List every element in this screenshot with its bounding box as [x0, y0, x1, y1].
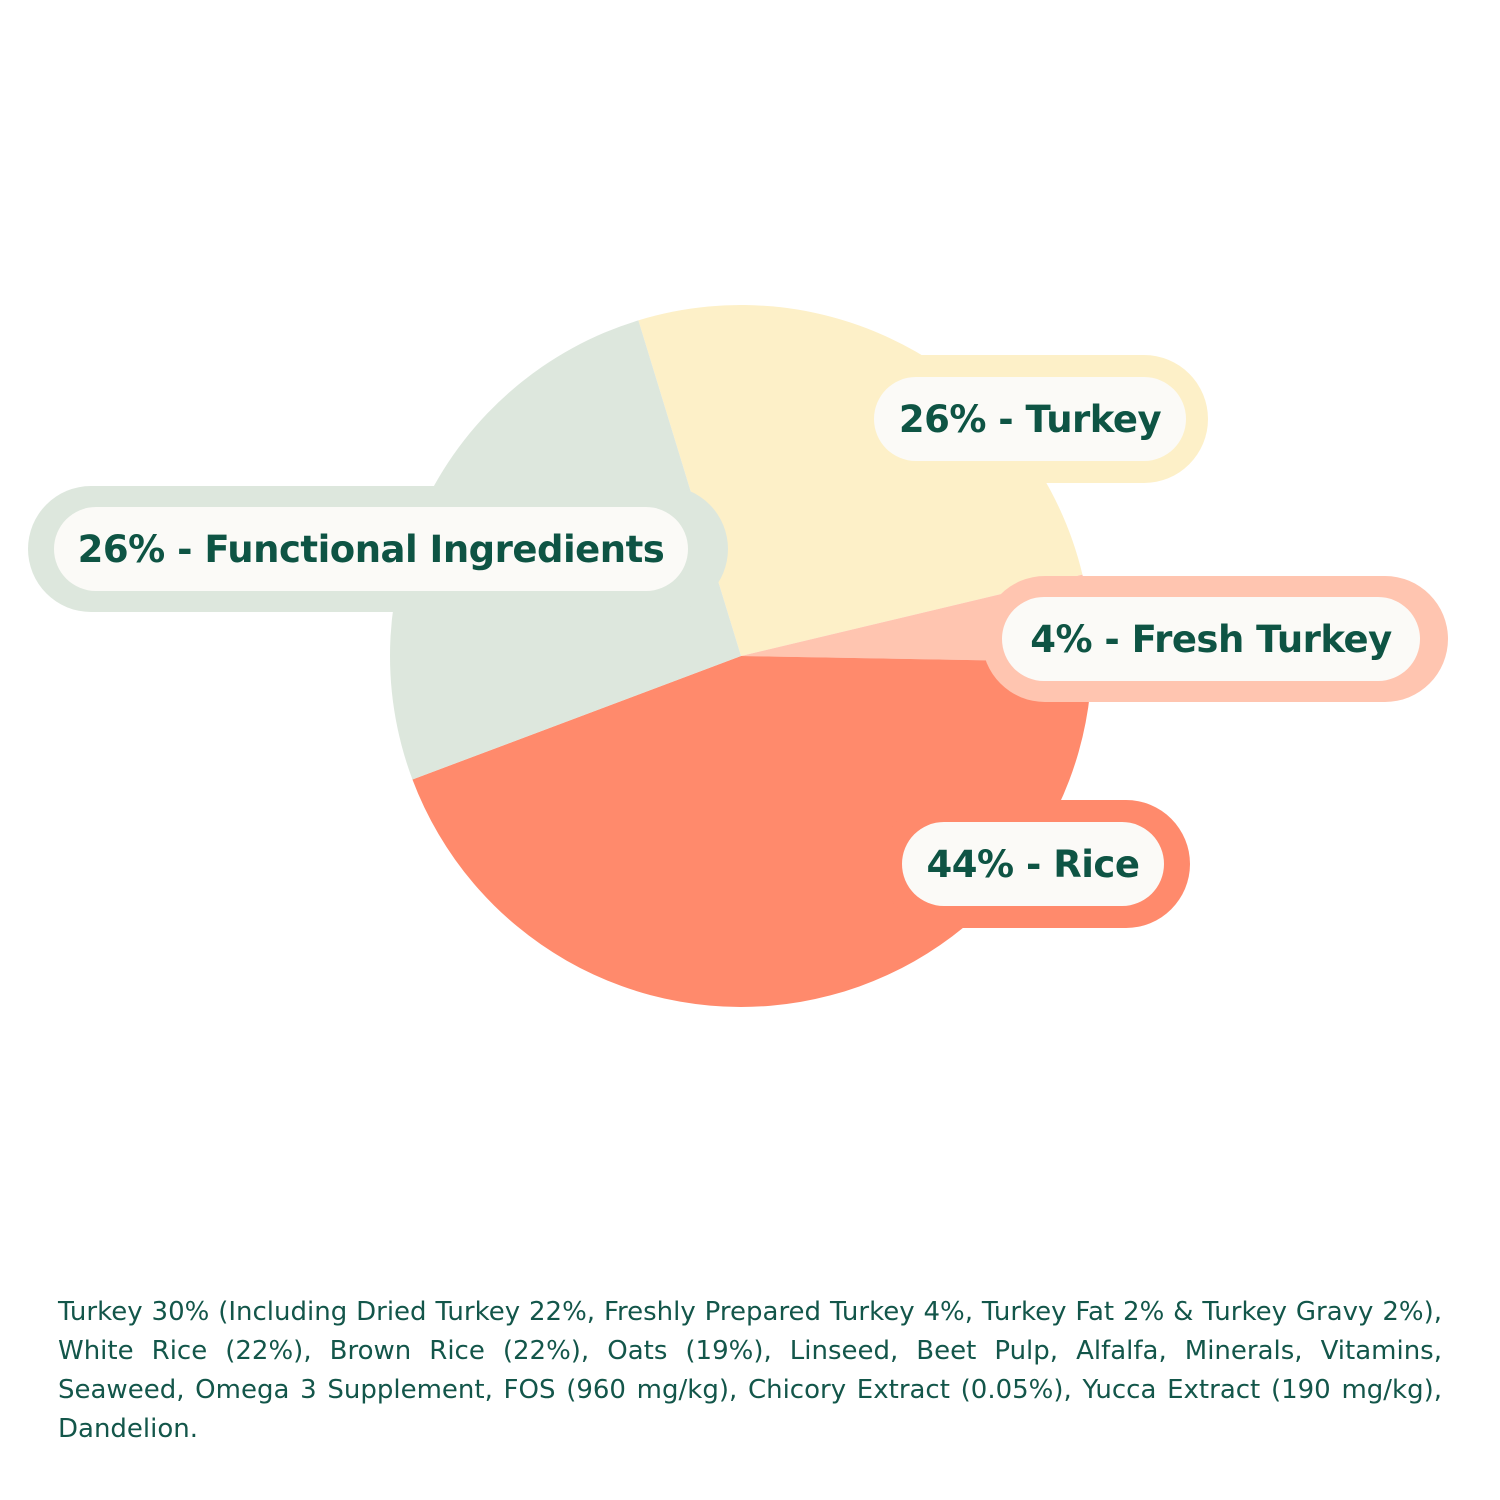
label-turkey: 26% - Turkey — [852, 355, 1208, 483]
label-rice-text: 44% - Rice — [902, 822, 1164, 906]
label-fresh-turkey-text: 4% - Fresh Turkey — [1002, 597, 1420, 681]
label-turkey-text: 26% - Turkey — [874, 377, 1186, 461]
label-functional-ingredients: 26% - Functional Ingredients — [28, 486, 728, 612]
label-rice: 44% - Rice — [880, 800, 1190, 928]
label-functional-ingredients-text: 26% - Functional Ingredients — [54, 507, 688, 591]
label-fresh-turkey: 4% - Fresh Turkey — [982, 576, 1448, 702]
ingredients-list: Turkey 30% (Including Dried Turkey 22%, … — [58, 1297, 1442, 1444]
